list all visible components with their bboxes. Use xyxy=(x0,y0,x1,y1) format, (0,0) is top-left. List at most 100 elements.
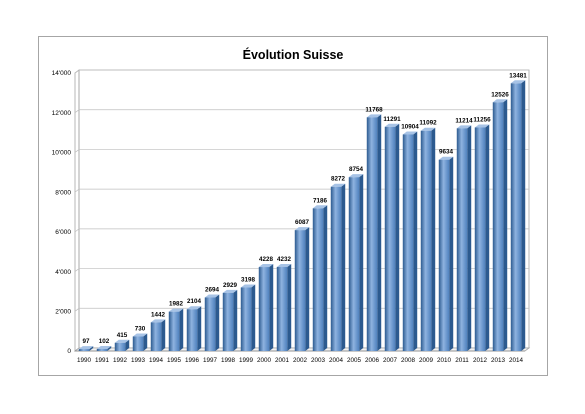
bar-side-face xyxy=(107,345,112,351)
bar xyxy=(78,346,94,351)
data-label: 11256 xyxy=(473,116,491,123)
bar-front-face xyxy=(348,177,360,351)
bar-top-face xyxy=(240,284,256,288)
bar-side-face xyxy=(323,205,328,351)
data-label: 13481 xyxy=(509,72,527,79)
data-label: 9634 xyxy=(439,149,454,156)
x-tick-label: 1999 xyxy=(239,357,254,364)
bar xyxy=(312,205,328,351)
x-tick-label: 2006 xyxy=(365,357,380,364)
bar-front-face xyxy=(78,349,90,351)
y-tick-label: 8'000 xyxy=(55,189,71,196)
bar-top-face xyxy=(420,127,436,131)
bar-top-face xyxy=(294,227,310,231)
x-tick-label: 2014 xyxy=(509,357,524,364)
x-tick-label: 2002 xyxy=(293,357,308,364)
bar-side-face xyxy=(449,156,454,351)
data-label: 1442 xyxy=(151,311,166,318)
data-label: 10904 xyxy=(401,123,419,130)
bar-side-face xyxy=(125,339,130,351)
bar xyxy=(114,339,130,351)
bar xyxy=(456,125,472,352)
bar xyxy=(384,123,400,351)
bar-side-face xyxy=(215,294,220,351)
bar-top-face xyxy=(276,263,292,267)
bar-side-face xyxy=(233,289,238,351)
bar xyxy=(186,306,202,351)
bar-top-face xyxy=(366,114,382,118)
x-tick-label: 1991 xyxy=(95,357,110,364)
x-tick-label: 1995 xyxy=(167,357,182,364)
bar-side-face xyxy=(269,264,274,351)
bar-front-face xyxy=(168,311,180,351)
x-tick-label: 2007 xyxy=(383,357,398,364)
bar xyxy=(492,99,508,351)
bar-top-face xyxy=(348,174,364,178)
bar-front-face xyxy=(456,128,468,351)
x-tick-label: 2004 xyxy=(329,357,344,364)
bar xyxy=(402,131,418,351)
bar-front-face xyxy=(240,287,252,351)
data-label: 2694 xyxy=(205,287,220,294)
bar-side-face xyxy=(197,306,202,351)
x-tick-label: 2000 xyxy=(257,357,272,364)
bar xyxy=(132,333,148,351)
bar-front-face xyxy=(276,266,288,351)
y-tick-label: 4'000 xyxy=(55,269,71,276)
bar-front-face xyxy=(96,348,108,351)
bar xyxy=(294,227,310,351)
bar-front-face xyxy=(402,134,414,351)
bar-side-face xyxy=(521,80,526,352)
bar xyxy=(240,284,256,351)
data-label: 4232 xyxy=(277,256,292,263)
data-label: 4228 xyxy=(259,256,274,263)
bar-front-face xyxy=(150,322,162,351)
bar xyxy=(438,156,454,351)
x-tick-label: 2011 xyxy=(455,357,469,364)
bar-side-face xyxy=(413,131,418,351)
x-tick-label: 1992 xyxy=(113,357,128,364)
data-label: 11092 xyxy=(419,120,437,127)
y-tick-label: 14'000 xyxy=(52,70,72,77)
bar-side-face xyxy=(305,227,310,351)
bar-front-face xyxy=(438,159,450,351)
bar-top-face xyxy=(474,124,490,128)
data-label: 2104 xyxy=(187,298,202,305)
data-label: 102 xyxy=(99,338,110,345)
data-label: 8272 xyxy=(331,176,346,183)
bar-top-face xyxy=(330,183,346,187)
data-label: 3198 xyxy=(241,276,256,283)
x-tick-label: 2009 xyxy=(419,357,434,364)
bar xyxy=(366,114,382,352)
bar-top-face xyxy=(168,308,184,312)
bar-front-face xyxy=(222,292,234,351)
data-label: 415 xyxy=(117,332,128,339)
bar-top-face xyxy=(438,156,454,160)
bar-front-face xyxy=(294,230,306,351)
bar-side-face xyxy=(143,333,148,351)
y-gridline xyxy=(74,69,529,74)
bar xyxy=(258,264,274,351)
data-label: 11291 xyxy=(383,116,401,123)
bar xyxy=(168,308,184,351)
bar-side-face xyxy=(467,125,472,352)
x-tick-label: 2010 xyxy=(437,357,452,364)
bar xyxy=(204,294,220,351)
bar-front-face xyxy=(420,130,432,351)
x-tick-label: 1998 xyxy=(221,357,236,364)
bar-top-face xyxy=(402,131,418,135)
bar-top-face xyxy=(186,306,202,310)
bar-front-face xyxy=(114,342,126,351)
bar-top-face xyxy=(114,339,130,343)
y-tick-label: 6'000 xyxy=(55,229,71,236)
bar-side-face xyxy=(89,346,94,351)
bar-front-face xyxy=(330,186,342,351)
bar xyxy=(348,174,364,351)
bar-top-face xyxy=(132,333,148,337)
bar-front-face xyxy=(132,336,144,351)
bar-top-face xyxy=(510,80,526,84)
bar-side-face xyxy=(179,308,184,351)
bar xyxy=(420,127,436,351)
x-tick-label: 2013 xyxy=(491,357,506,364)
bar-top-face xyxy=(312,205,328,209)
